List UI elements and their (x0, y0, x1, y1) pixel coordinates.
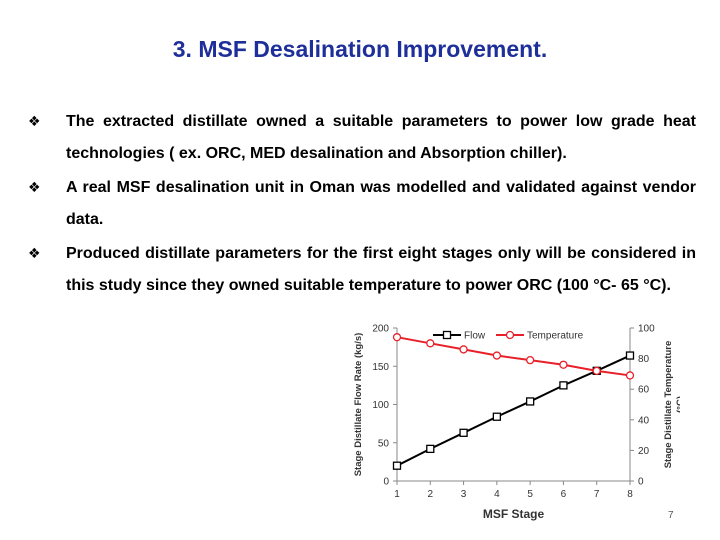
distillate-chart: 0 50 100 150 200 0 20 40 60 80 100 1 2 3 4 5 6 7 8 MSF Stag… (353, 324, 680, 522)
x-tick-label: 6 (561, 489, 567, 500)
flow-point (625, 351, 635, 360)
bullet-item: ❖ A real MSF desalination unit in Oman w… (28, 172, 696, 236)
series-line-flow (396, 354, 631, 467)
flow-point (392, 461, 402, 470)
temperature-point (459, 345, 468, 354)
legend-label-temperature: Temperature (527, 331, 584, 342)
y-right-tick-label: 60 (638, 385, 650, 396)
slide-title: 3. MSF Desalination Improvement. (172, 36, 548, 62)
x-tick-label: 2 (428, 489, 434, 500)
flow-point (559, 381, 568, 390)
x-tick-label: 1 (394, 489, 400, 500)
y-left-tick-label: 0 (383, 477, 389, 488)
slide-number: 7 (668, 510, 674, 521)
y-left-tick-label: 50 (378, 438, 390, 449)
bullet-list: ❖ The extracted distillate owned a suita… (28, 106, 696, 304)
y-right-tick-label: 0 (638, 477, 644, 488)
bullet-text: A real MSF desalination unit in Oman was… (66, 179, 696, 228)
y-right-axis-label-unit: (°C) (675, 396, 680, 413)
bullet-text: Produced distillate parameters for the f… (66, 245, 696, 294)
diamond-bullet-icon: ❖ (28, 246, 41, 262)
flow-point (459, 428, 468, 437)
y-left-tick-label: 100 (372, 400, 389, 411)
x-tick-label: 4 (494, 489, 500, 500)
temperature-point (492, 351, 502, 360)
y-left-axis-label: Stage Distillate Flow Rate (kg/s) (353, 333, 364, 477)
temperature-point (426, 339, 435, 348)
x-tick-label: 5 (527, 489, 533, 500)
x-axis-label: MSF Stage (483, 507, 545, 521)
bullet-item: ❖ The extracted distillate owned a suita… (28, 106, 696, 170)
x-tick-label: 8 (627, 489, 633, 500)
y-right-tick-label: 20 (638, 446, 650, 457)
y-right-axis-label: Stage Distillate Temperature (663, 341, 674, 469)
series-line-temperature (396, 336, 631, 377)
x-tick-label: 7 (594, 489, 600, 500)
legend-marker-flow (442, 330, 452, 340)
x-tick-label: 3 (461, 489, 467, 500)
y-left-tick-label: 200 (372, 324, 389, 335)
bullet-item: ❖ Produced distillate parameters for the… (28, 238, 696, 302)
flow-point (426, 444, 435, 454)
legend-marker-temperature (505, 330, 515, 340)
y-right-tick-label: 100 (638, 324, 655, 335)
diamond-bullet-icon: ❖ (28, 114, 41, 130)
y-right-tick-label: 80 (638, 354, 650, 365)
y-right-tick-label: 40 (638, 415, 650, 426)
chart-legend: Flow Temperature (433, 331, 584, 342)
diamond-bullet-icon: ❖ (28, 180, 41, 196)
flow-point (525, 397, 535, 406)
temperature-point (525, 355, 535, 365)
bullet-text: The extracted distillate owned a suitabl… (66, 113, 696, 162)
flow-point (492, 412, 502, 421)
temperature-point (625, 371, 635, 380)
y-left-tick-label: 150 (372, 362, 389, 373)
temperature-point (592, 366, 601, 375)
temperature-point (392, 333, 402, 342)
temperature-point (559, 360, 568, 369)
legend-label-flow: Flow (464, 331, 486, 342)
